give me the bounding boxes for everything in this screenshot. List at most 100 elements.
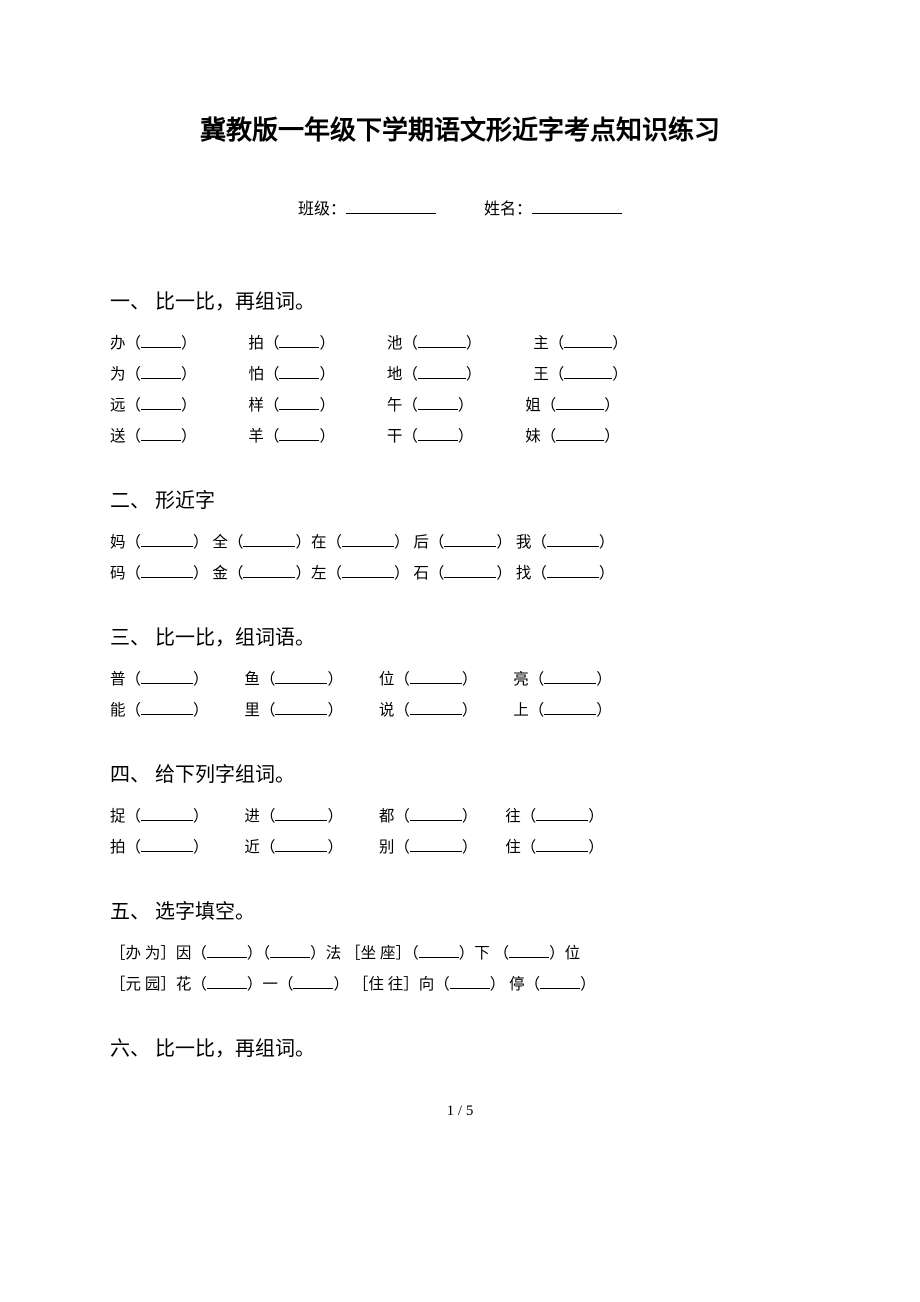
- section-1-body: 办（） 拍（） 池（） 主（） 为（） 怕（） 地（） 王（） 远（） 样（） …: [110, 328, 810, 452]
- char: 停: [509, 976, 525, 993]
- char: 午: [387, 397, 403, 414]
- blank[interactable]: [141, 333, 181, 348]
- blank[interactable]: [279, 426, 319, 441]
- blank[interactable]: [293, 974, 333, 989]
- char: 码: [110, 565, 126, 582]
- choice-group: ［元 园］花: [110, 976, 191, 993]
- blank[interactable]: [279, 333, 319, 348]
- blank[interactable]: [418, 333, 466, 348]
- s2-row2: 码（） 金（）左（） 石（） 找（）: [110, 558, 810, 589]
- char: 鱼: [244, 671, 260, 688]
- blank[interactable]: [275, 837, 327, 852]
- char: 池: [387, 335, 403, 352]
- char: 全: [212, 534, 228, 551]
- section-4-body: 捉（） 进（） 都（） 往（） 拍（） 近（） 别（） 住（）: [110, 801, 810, 863]
- char: 位: [379, 671, 395, 688]
- blank[interactable]: [207, 974, 247, 989]
- blank[interactable]: [444, 563, 496, 578]
- char: 往: [505, 808, 521, 825]
- char: 左: [311, 565, 327, 582]
- char: 找: [516, 565, 532, 582]
- char: 远: [110, 397, 126, 414]
- blank[interactable]: [509, 943, 549, 958]
- blank[interactable]: [342, 563, 394, 578]
- blank[interactable]: [444, 532, 496, 547]
- char: 上: [513, 702, 529, 719]
- char: 王: [533, 366, 549, 383]
- blank[interactable]: [141, 395, 181, 410]
- blank[interactable]: [536, 837, 588, 852]
- s1-row1: 办（） 拍（） 池（） 主（）: [110, 328, 810, 359]
- char: 别: [379, 839, 395, 856]
- blank[interactable]: [544, 700, 596, 715]
- blank[interactable]: [141, 669, 193, 684]
- blank[interactable]: [243, 532, 295, 547]
- char: 拍: [248, 335, 264, 352]
- s5-row2: ［元 园］花（）一（） ［住 往］向（） 停（）: [110, 969, 810, 1000]
- blank[interactable]: [556, 426, 604, 441]
- section-4-title: 四、 给下列字组词。: [110, 758, 810, 787]
- blank[interactable]: [279, 364, 319, 379]
- char: 法: [326, 945, 342, 962]
- blank[interactable]: [275, 669, 327, 684]
- blank[interactable]: [544, 669, 596, 684]
- char: 为: [110, 366, 126, 383]
- section-3-title: 三、 比一比，组词语。: [110, 621, 810, 650]
- blank[interactable]: [564, 364, 612, 379]
- blank[interactable]: [279, 395, 319, 410]
- blank[interactable]: [536, 806, 588, 821]
- blank[interactable]: [410, 669, 462, 684]
- s3-row2: 能（） 里（） 说（） 上（）: [110, 695, 810, 726]
- blank[interactable]: [275, 806, 327, 821]
- char: 能: [110, 702, 126, 719]
- blank[interactable]: [141, 837, 193, 852]
- blank[interactable]: [141, 532, 193, 547]
- char: 妹: [525, 428, 541, 445]
- blank[interactable]: [556, 395, 604, 410]
- blank[interactable]: [564, 333, 612, 348]
- section-5-title: 五、 选字填空。: [110, 895, 810, 924]
- section-6-title: 六、 比一比，再组词。: [110, 1032, 810, 1061]
- char: 下: [474, 945, 490, 962]
- char: 住: [505, 839, 521, 856]
- blank[interactable]: [141, 700, 193, 715]
- char: 进: [244, 808, 260, 825]
- class-blank[interactable]: [346, 198, 436, 214]
- section-2-body: 妈（） 全（）在（） 后（） 我（） 码（） 金（）左（） 石（） 找（）: [110, 527, 810, 589]
- char: 说: [379, 702, 395, 719]
- char: 拍: [110, 839, 126, 856]
- s1-row3: 远（） 样（） 午（） 姐（）: [110, 390, 810, 421]
- blank[interactable]: [207, 943, 247, 958]
- blank[interactable]: [418, 395, 458, 410]
- blank[interactable]: [141, 563, 193, 578]
- blank[interactable]: [342, 532, 394, 547]
- blank[interactable]: [275, 700, 327, 715]
- char: 亮: [513, 671, 529, 688]
- name-blank[interactable]: [532, 198, 622, 214]
- choice-group: ［住 往］向: [353, 976, 434, 993]
- choice-group: ［坐 座］: [345, 945, 411, 962]
- section-2-title: 二、 形近字: [110, 484, 810, 513]
- blank[interactable]: [450, 974, 490, 989]
- blank[interactable]: [540, 974, 580, 989]
- blank[interactable]: [410, 806, 462, 821]
- section-1-title: 一、 比一比，再组词。: [110, 285, 810, 314]
- blank[interactable]: [410, 837, 462, 852]
- blank[interactable]: [141, 426, 181, 441]
- blank[interactable]: [419, 943, 459, 958]
- blank[interactable]: [410, 700, 462, 715]
- class-label: 班级：: [298, 195, 346, 219]
- blank[interactable]: [243, 563, 295, 578]
- section-3-body: 普（） 鱼（） 位（） 亮（） 能（） 里（） 说（） 上（）: [110, 664, 810, 726]
- blank[interactable]: [418, 426, 458, 441]
- char: 后: [413, 534, 429, 551]
- char: 我: [516, 534, 532, 551]
- blank[interactable]: [547, 563, 599, 578]
- s3-row1: 普（） 鱼（） 位（） 亮（）: [110, 664, 810, 695]
- blank[interactable]: [418, 364, 466, 379]
- s5-row1: ［办 为］因（）（）法 ［坐 座］（）下 （）位: [110, 938, 810, 969]
- blank[interactable]: [547, 532, 599, 547]
- blank[interactable]: [141, 364, 181, 379]
- blank[interactable]: [270, 943, 310, 958]
- blank[interactable]: [141, 806, 193, 821]
